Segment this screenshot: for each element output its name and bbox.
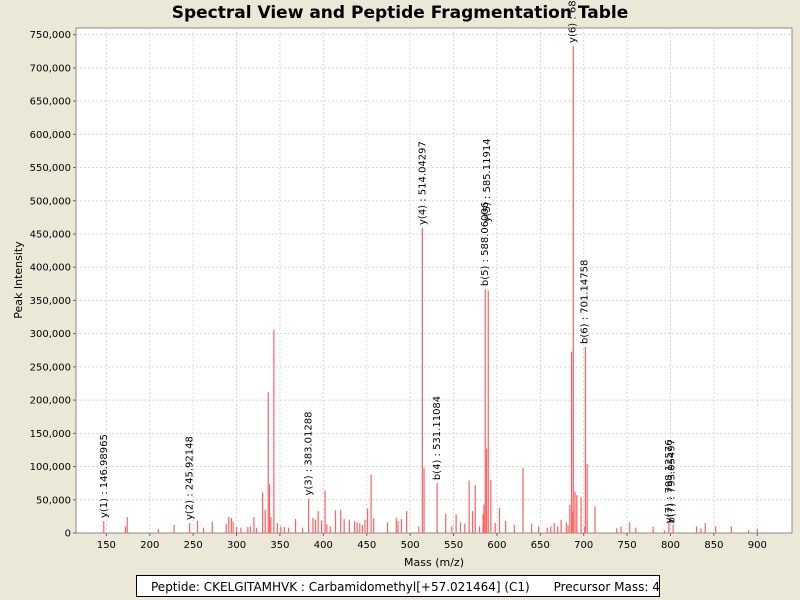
peak-annotation-label: y(6) : 686.0 [567,0,578,43]
x-tick-label: 200 [140,540,159,551]
axes: 0 50,000 100,000 150,000 200,000 250,000 300,0… [30,30,767,551]
x-tick-label: 550 [444,540,463,551]
y-tick-label: 300,000 [30,329,71,340]
peak-annotation-label: b(5) : 588.06006 [480,202,491,286]
x-tick-label: 700 [574,540,593,551]
x-tick-label: 650 [531,540,550,551]
peak-annotation-label: b(6) : 701.14758 [580,260,591,344]
x-tick-label: 800 [661,540,680,551]
x-tick-label: 500 [401,540,420,551]
x-axis-label: Mass (m/z) [404,556,464,569]
y-tick-label: 600,000 [30,130,71,141]
y-tick-label: 250,000 [30,362,71,373]
y-tick-label: 450,000 [30,229,71,240]
chart-title: Spectral View and Peptide Fragmentation … [171,3,629,23]
y-tick-label: 0 [65,529,71,540]
peak-annotation-label: b(7) : 793.05497 [666,439,677,523]
x-tick-label: 900 [748,540,767,551]
x-tick-label: 400 [314,540,333,551]
peak-annotation-label: b(4) : 531.11084 [432,396,443,480]
peak-annotations: y(1) : 146.98965 y(2) : 245.92148 y(3) : 3… [99,0,678,523]
y-tick-label: 400,000 [30,263,71,274]
y-tick-label: 150,000 [30,429,71,440]
y-tick-label: 350,000 [30,296,71,307]
precursor-mass-label: Precursor Mass: 463.1923 [553,580,660,594]
x-tick-label: 250 [184,540,203,551]
spectrum-chart[interactable]: y(1) : 146.98965 y(2) : 245.92148 y(3) : 3… [0,0,800,575]
peak-annotation-label: y(7) : 798.12576 [664,439,675,523]
peak-annotation-label: y(5) : 585.11914 [482,138,493,222]
plot-area [75,27,793,534]
x-tick-label: 150 [97,540,116,551]
x-tick-label: 300 [227,540,246,551]
y-tick-label: 550,000 [30,163,71,174]
y-tick-label: 500,000 [30,196,71,207]
grid-lines [76,28,792,533]
y-tick-label: 200,000 [30,396,71,407]
peak-annotation-label: y(4) : 514.04297 [417,141,428,225]
y-axis-label: Peak Intensity [12,241,25,319]
y-tick-label: 100,000 [30,462,71,473]
y-tick-label: 50,000 [36,495,71,506]
x-tick-label: 450 [357,540,376,551]
peak-annotation-label: y(1) : 146.98965 [99,434,110,518]
peak-annotation-label: y(2) : 245.92148 [185,436,196,520]
y-tick-label: 700,000 [30,63,71,74]
x-tick-label: 600 [487,540,506,551]
y-tick-label: 750,000 [30,30,71,41]
peptide-info-box: Peptide: CKELGITAMHVK : Carbamidomethyl[… [136,575,660,597]
x-tick-label: 850 [704,540,723,551]
y-tick-label: 650,000 [30,97,71,108]
x-tick-label: 750 [618,540,637,551]
peak-series [103,45,758,533]
x-tick-label: 350 [270,540,289,551]
peptide-label: Peptide: CKELGITAMHVK : Carbamidomethyl[… [151,580,530,594]
peak-annotation-label: y(3) : 383.01288 [304,412,315,496]
